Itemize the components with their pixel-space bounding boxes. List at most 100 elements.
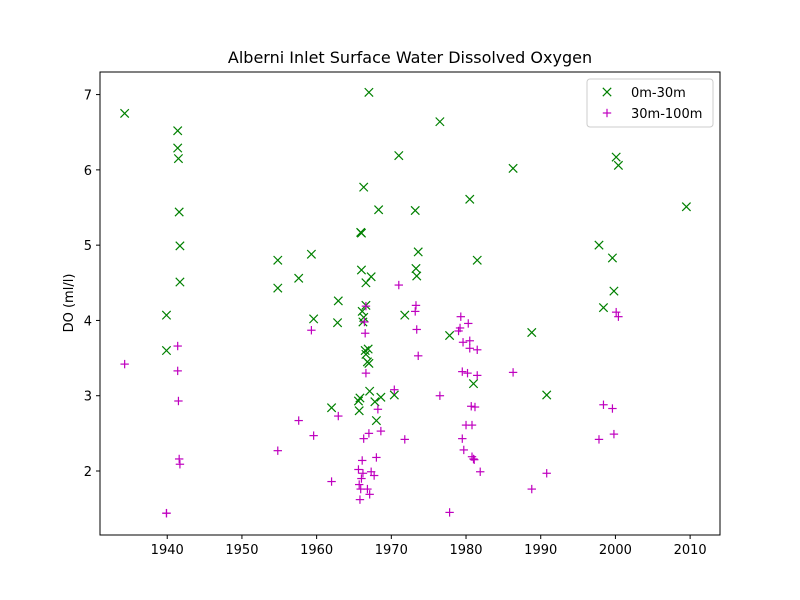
point-0m-30m: [306, 249, 317, 259]
legend-item-30m-100m: 30m-100m: [602, 107, 702, 122]
point-30m-100m: [467, 402, 476, 411]
point-30m-100m: [473, 345, 482, 354]
point-30m-100m: [174, 454, 184, 464]
point-0m-30m: [356, 228, 367, 238]
point-30m-100m: [400, 435, 409, 444]
point-0m-30m: [681, 202, 692, 212]
point-30m-100m: [372, 453, 381, 462]
point-0m-30m: [354, 406, 364, 416]
point-30m-100m: [309, 431, 318, 440]
point-0m-30m: [361, 349, 371, 359]
point-30m-100m: [414, 351, 423, 361]
point-30m-100m: [458, 367, 467, 376]
point-30m-100m: [173, 366, 182, 376]
point-30m-100m: [473, 371, 482, 380]
point-0m-30m: [435, 117, 445, 127]
point-30m-100m: [608, 404, 617, 413]
point-30m-100m: [470, 402, 480, 412]
point-30m-100m: [376, 426, 386, 436]
point-30m-100m: [355, 480, 364, 489]
point-30m-100m: [476, 467, 485, 476]
x-tick-label: 1960: [300, 543, 333, 558]
point-0m-30m: [309, 314, 319, 324]
point-0m-30m: [376, 392, 386, 402]
point-30m-100m: [611, 307, 621, 317]
y-axis-title: DO (ml/l): [62, 274, 77, 333]
point-30m-100m: [412, 325, 421, 334]
legend-marker: [602, 108, 612, 118]
y-tick-label: 6: [84, 164, 92, 179]
point-30m-100m: [307, 326, 316, 335]
point-0m-30m: [174, 207, 184, 217]
point-0m-30m: [394, 150, 404, 161]
point-30m-100m: [294, 416, 303, 425]
legend-item-0m-30m: 0m-30m: [602, 86, 686, 101]
x-tick-label: 1940: [151, 543, 184, 558]
point-0m-30m: [374, 205, 384, 215]
point-0m-30m: [542, 390, 552, 400]
y-tick-label: 5: [84, 239, 92, 254]
point-30m-100m: [361, 301, 371, 311]
point-30m-100m: [609, 429, 619, 439]
point-0m-30m: [356, 265, 367, 275]
point-30m-100m: [355, 495, 365, 504]
plot-frame: [99, 71, 721, 536]
point-30m-100m: [334, 411, 343, 421]
y-tick-label: 3: [84, 390, 92, 405]
x-tick-label: 1970: [375, 543, 408, 558]
point-0m-30m: [353, 396, 364, 406]
point-0m-30m: [527, 327, 537, 338]
point-0m-30m: [400, 310, 410, 320]
point-0m-30m: [364, 358, 374, 368]
point-30m-100m: [445, 508, 454, 517]
point-30m-100m: [174, 396, 183, 406]
point-30m-100m: [435, 391, 445, 400]
point-0m-30m: [161, 345, 172, 356]
point-0m-30m: [175, 277, 185, 287]
legend-box: [586, 78, 714, 128]
point-0m-30m: [161, 310, 172, 320]
point-30m-100m: [469, 454, 478, 464]
point-0m-30m: [173, 143, 183, 153]
point-0m-30m: [472, 255, 482, 265]
point-0m-30m: [326, 403, 337, 413]
point-0m-30m: [366, 272, 376, 282]
point-0m-30m: [333, 296, 343, 306]
point-30m-100m: [508, 368, 518, 377]
point-30m-100m: [354, 465, 363, 474]
point-30m-100m: [464, 319, 473, 328]
point-0m-30m: [468, 379, 479, 389]
point-0m-30m: [355, 393, 365, 403]
point-0m-30m: [465, 194, 475, 204]
y-tick-label: 2: [84, 465, 92, 480]
legend-marker: [602, 87, 612, 97]
point-0m-30m: [294, 273, 304, 283]
point-0m-30m: [273, 283, 283, 293]
point-30m-100m: [357, 474, 366, 483]
point-0m-30m: [371, 415, 382, 426]
legend-label: 30m-100m: [631, 107, 702, 122]
point-30m-100m: [360, 317, 369, 327]
point-30m-100m: [364, 429, 374, 438]
point-0m-30m: [613, 160, 624, 170]
point-30m-100m: [365, 490, 374, 499]
point-0m-30m: [411, 263, 421, 274]
point-30m-100m: [458, 338, 468, 347]
point-0m-30m: [370, 397, 380, 407]
y-tick-label: 7: [84, 89, 92, 104]
x-tick-label: 1980: [449, 543, 482, 558]
point-30m-100m: [459, 445, 468, 455]
point-30m-100m: [456, 312, 465, 321]
point-0m-30m: [273, 255, 283, 265]
plot-area: [99, 71, 721, 536]
point-0m-30m: [360, 345, 370, 356]
point-0m-30m: [357, 306, 367, 317]
point-0m-30m: [611, 152, 621, 162]
x-axis: 1940 1950 1960 1970 1980 1990 2000 2010: [151, 535, 707, 558]
legend: 0m-30m 30m-100m: [586, 78, 714, 128]
point-0m-30m: [609, 286, 619, 296]
legend-label: 0m-30m: [631, 86, 686, 101]
point-30m-100m: [463, 368, 472, 378]
x-tick-label: 2000: [599, 543, 632, 558]
